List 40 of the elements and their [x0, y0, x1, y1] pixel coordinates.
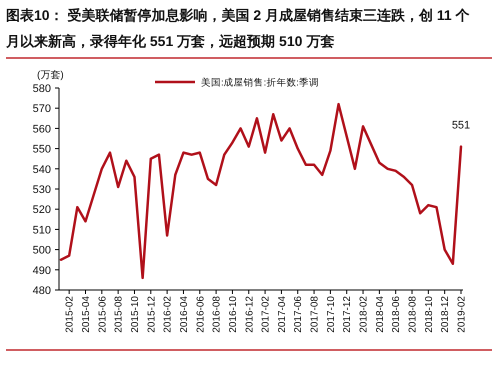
x-tick-label: 2015-06: [97, 296, 108, 333]
y-tick-label: 560: [32, 123, 51, 136]
data-label: 551: [452, 120, 470, 132]
x-tick-label: 2018-08: [408, 296, 419, 333]
x-tick-label: 2016-06: [195, 296, 206, 333]
x-tick-label: 2015-12: [146, 296, 158, 333]
y-tick-label: 520: [32, 204, 51, 216]
legend-label: 美国:成屋销售:折年数:季调: [201, 76, 319, 88]
y-tick-label: 490: [32, 264, 51, 277]
x-tick-label: 2016-04: [178, 296, 190, 333]
y-axis-title: (万套): [37, 69, 64, 81]
x-tick-label: 2018-10: [424, 296, 435, 333]
x-tick-label: 2018-02: [358, 296, 370, 333]
x-tick-label: 2015-08: [114, 296, 125, 333]
x-tick-label: 2016-08: [212, 296, 223, 333]
x-tick-label: 2016-10: [228, 296, 239, 333]
y-tick-label: 580: [32, 83, 51, 95]
x-tick-label: 2015-02: [64, 296, 76, 333]
x-tick-label: 2018-06: [391, 296, 402, 333]
x-tick-label: 2017-04: [276, 296, 288, 333]
x-tick-label: 2018-04: [374, 296, 386, 333]
y-tick-label: 540: [32, 164, 51, 176]
y-tick-label: 550: [32, 144, 51, 156]
x-tick-label: 2017-10: [326, 296, 337, 333]
x-tick-label: 2018-12: [440, 296, 452, 333]
x-tick-label: 2017-08: [310, 296, 321, 333]
x-tick-label: 2017-12: [342, 296, 354, 333]
y-tick-label: 480: [32, 285, 51, 297]
x-tick-label: 2016-12: [244, 296, 256, 333]
chart-title: 图表10： 受美联储暂停加息影响，美国 2 月成屋销售结束三连跌，创 11 个月以来新高，录得年化 551 万套，远超预期 510 万套: [5, 7, 471, 49]
y-tick-label: 530: [32, 184, 51, 196]
x-tick-label: 2016-02: [162, 296, 174, 333]
x-tick-label: 2015-04: [80, 296, 92, 333]
x-tick-label: 2015-10: [130, 296, 141, 333]
x-tick-label: 2019-02: [456, 296, 468, 333]
x-tick-label: 2017-02: [260, 296, 272, 333]
y-tick-label: 570: [32, 103, 51, 116]
y-tick-label: 510: [32, 224, 51, 236]
x-tick-label: 2017-06: [293, 296, 304, 333]
y-tick-label: 500: [32, 244, 51, 257]
